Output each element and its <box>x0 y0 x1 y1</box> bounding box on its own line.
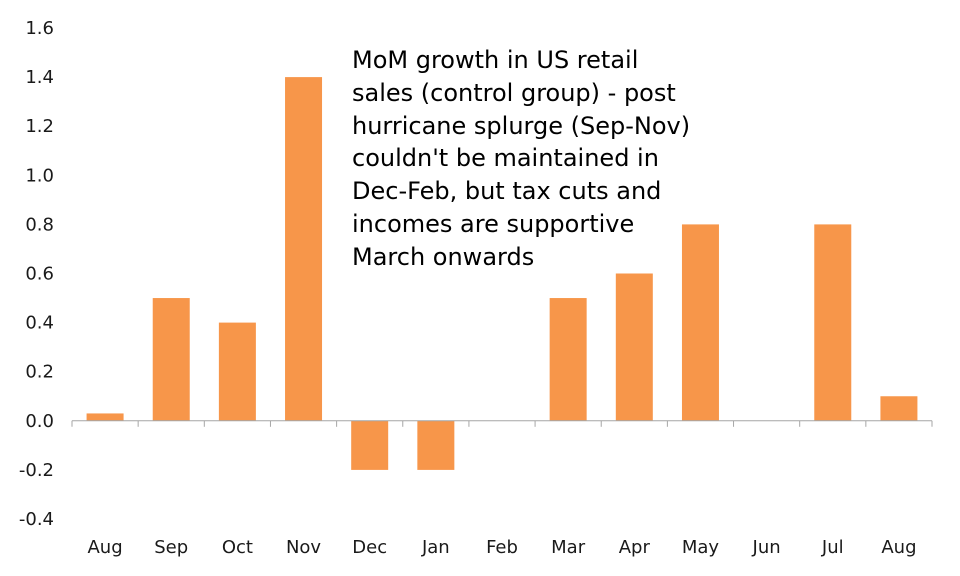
y-tick-label: 0.0 <box>25 411 54 432</box>
bar <box>549 298 587 421</box>
bar <box>880 396 918 421</box>
annotation-line: March onwards <box>352 242 535 271</box>
bar <box>285 77 323 421</box>
y-tick-label: 0.6 <box>25 264 54 285</box>
x-tick-label: Jan <box>421 537 450 558</box>
annotation-line: couldn't be maintained in <box>352 144 659 173</box>
x-tick-label: Nov <box>286 537 321 558</box>
x-tick-label: Aug <box>881 537 916 558</box>
bar <box>218 322 256 421</box>
x-axis-labels: Aug Sep Oct Nov Dec Jan Feb Mar Apr May Jun Jul Aug <box>87 537 916 558</box>
x-tick-label: Aug <box>87 537 122 558</box>
y-axis-ticks: 1.6 1.4 1.2 1.0 0.8 0.6 0.4 0.2 0.0 -0.2 -0.4 <box>19 18 54 530</box>
x-tick-label: Apr <box>619 537 651 558</box>
bar <box>417 420 455 470</box>
x-tick-label: Oct <box>222 537 253 558</box>
x-tick-label: Mar <box>551 537 586 558</box>
annotation-line: sales (control group) - post <box>352 78 676 107</box>
x-tick-label: May <box>682 537 720 558</box>
annotation-line: MoM growth in US retail <box>352 46 639 74</box>
x-tick-label: Jul <box>821 537 844 558</box>
y-tick-label: 1.4 <box>25 67 54 88</box>
annotation-line: hurricane splurge (Sep-Nov) <box>352 111 691 140</box>
y-tick-label: 0.4 <box>25 313 54 334</box>
y-tick-label: -0.2 <box>19 460 54 481</box>
bar <box>615 273 653 421</box>
bar <box>351 420 389 470</box>
bar <box>152 298 190 421</box>
x-tick-label: Sep <box>154 537 188 558</box>
chart-annotation: MoM growth in US retail sales (control g… <box>352 44 752 274</box>
y-tick-label: 1.0 <box>25 165 54 186</box>
annotation-line: Dec-Feb, but tax cuts and <box>352 177 662 206</box>
bar <box>86 413 124 421</box>
bar <box>814 224 852 421</box>
x-tick-label: Dec <box>352 537 387 558</box>
x-tick-label: Jun <box>752 537 781 558</box>
bar <box>681 224 719 421</box>
y-tick-label: -0.4 <box>19 509 54 530</box>
x-tick-label: Feb <box>486 537 518 558</box>
y-tick-label: 1.6 <box>25 18 54 39</box>
y-tick-label: 0.2 <box>25 362 54 383</box>
bars <box>86 77 918 470</box>
annotation-line: incomes are supportive <box>352 209 635 238</box>
y-tick-label: 1.2 <box>25 116 54 137</box>
y-tick-label: 0.8 <box>25 214 54 235</box>
x-axis-ticks <box>71 420 933 427</box>
